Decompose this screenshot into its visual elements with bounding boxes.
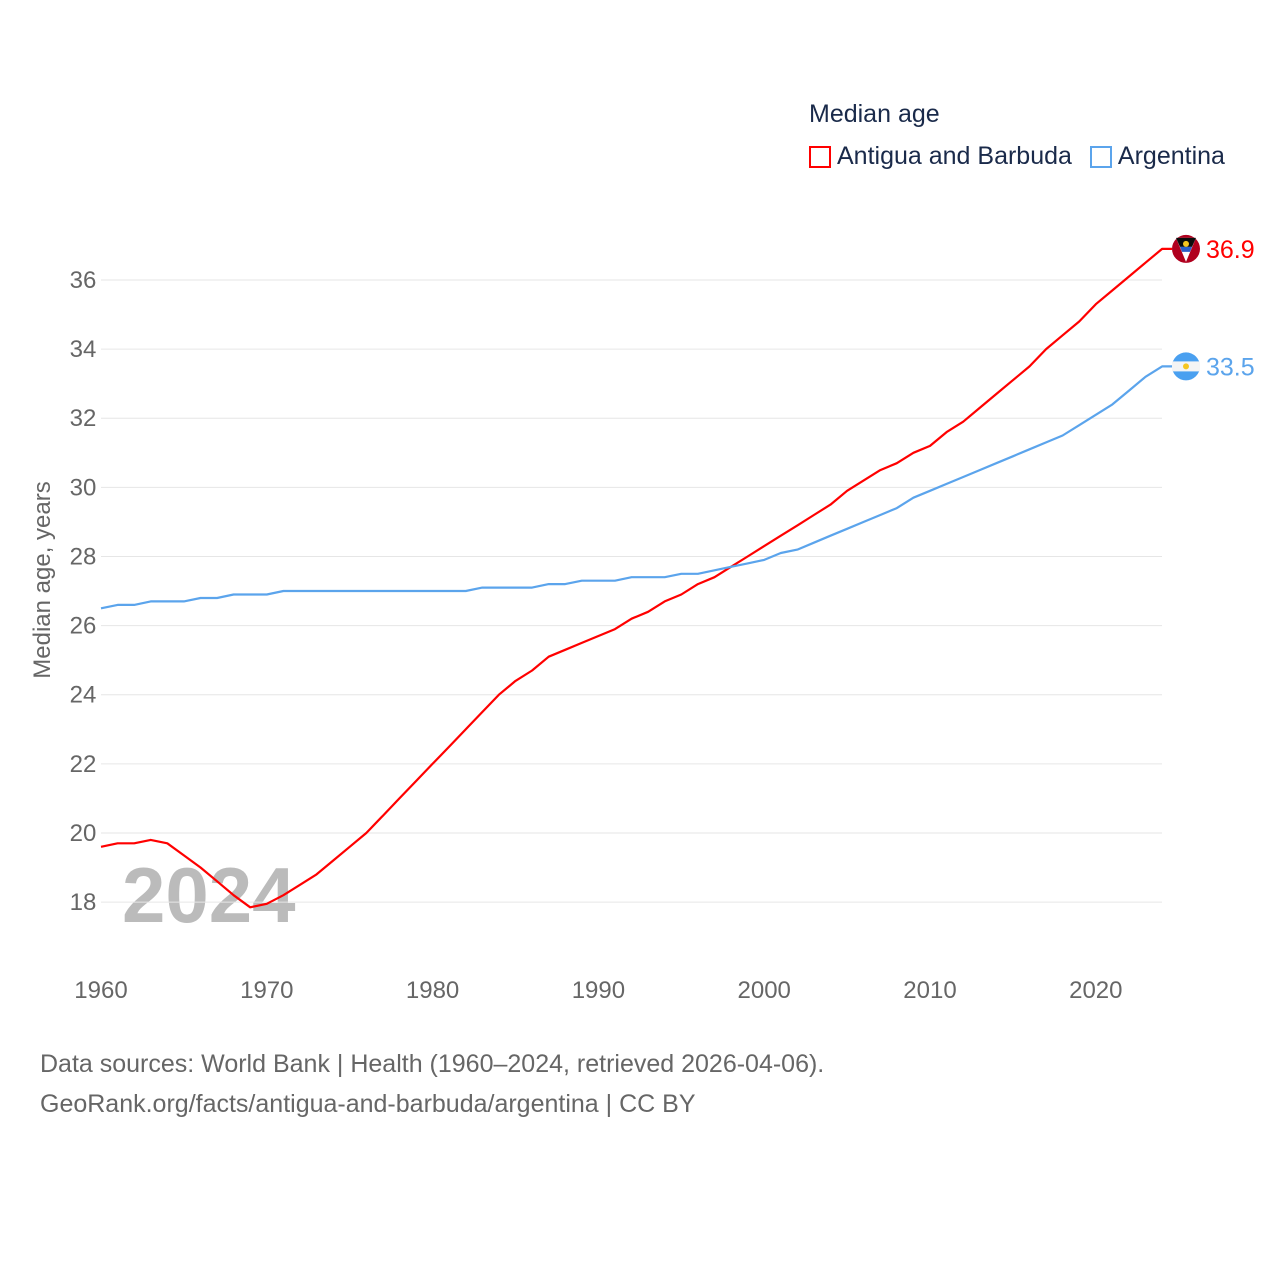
end-value-label: 36.9 [1206,236,1255,264]
y-tick-label: 24 [70,682,97,709]
source-line: Data sources: World Bank | Health (1960–… [40,1050,825,1078]
legend-label: Argentina [1117,142,1225,170]
legend: Antigua and Barbuda Argentina [809,142,1225,171]
x-tick-label: 1970 [240,977,293,1004]
data-source-note: Data sources: World Bank | Health (1960–… [40,1044,824,1124]
flag-blue-band [1180,246,1192,252]
x-tick-label: 2010 [903,977,956,1004]
y-tick-label: 20 [70,820,97,847]
y-tick-label: 36 [70,267,97,294]
y-axis-label: Median age, years [29,481,56,678]
year-watermark: 2024 [122,851,296,939]
x-tick-label: 1980 [406,977,459,1004]
legend-item-argentina[interactable]: Argentina [1089,142,1225,171]
y-tick-label: 18 [70,889,97,916]
flag-sun [1183,363,1189,370]
y-tick-label: 30 [70,474,97,501]
series-line-0 [100,247,1172,909]
url-line[interactable]: GeoRank.org/facts/antigua-and-barbuda/ar… [40,1090,696,1118]
y-tick-label: 26 [70,613,97,640]
x-tick-label: 2020 [1069,977,1122,1004]
legend-swatch-antigua [809,145,831,168]
y-tick-label: 28 [70,543,97,570]
legend-title: Median age [809,100,940,128]
legend-swatch-argentina [1089,145,1112,168]
flag-sun [1183,240,1189,247]
x-tick-label: 1960 [74,977,127,1004]
end-value-label: 33.5 [1206,353,1255,381]
x-tick-label: 2000 [738,977,791,1004]
y-tick-label: 22 [70,751,97,778]
legend-item-antigua[interactable]: Antigua and Barbuda [809,142,1072,171]
y-tick-label: 32 [70,405,97,432]
y-tick-label: 34 [70,336,97,363]
x-tick-label: 1990 [572,977,625,1004]
legend-label: Antigua and Barbuda [837,142,1072,170]
series-line-1 [100,365,1172,610]
